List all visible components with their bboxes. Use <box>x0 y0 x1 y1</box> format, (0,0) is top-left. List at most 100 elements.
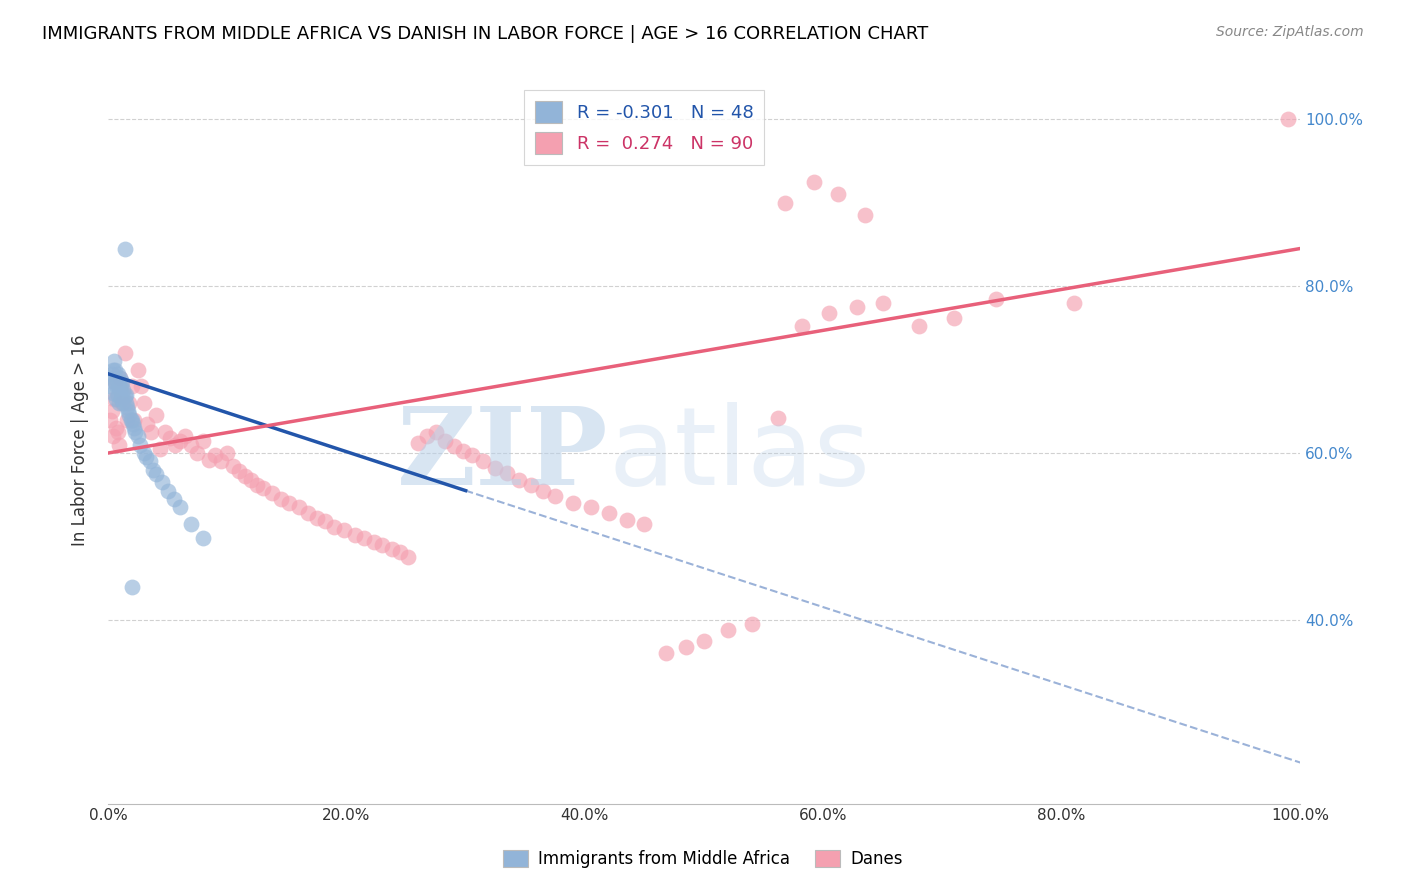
Point <box>118 396 141 410</box>
Point <box>425 425 447 440</box>
Point <box>314 515 336 529</box>
Point <box>114 389 136 403</box>
Point <box>104 375 127 389</box>
Point <box>136 417 159 431</box>
Point <box>101 386 124 401</box>
Point <box>111 375 134 389</box>
Point <box>741 617 763 632</box>
Point <box>132 396 155 410</box>
Point <box>416 429 439 443</box>
Point <box>103 392 125 406</box>
Legend: R = -0.301   N = 48, R =  0.274   N = 90: R = -0.301 N = 48, R = 0.274 N = 90 <box>524 90 765 165</box>
Point <box>233 469 256 483</box>
Point <box>943 310 966 325</box>
Point <box>103 371 125 385</box>
Point <box>100 379 122 393</box>
Point <box>872 295 894 310</box>
Point <box>389 545 412 559</box>
Point <box>110 379 132 393</box>
Point <box>149 442 172 456</box>
Point <box>132 446 155 460</box>
Point <box>101 429 124 443</box>
Point <box>434 434 457 448</box>
Point <box>579 500 602 515</box>
Point <box>1063 295 1085 310</box>
Point <box>790 319 813 334</box>
Point <box>122 417 145 431</box>
Text: Source: ZipAtlas.com: Source: ZipAtlas.com <box>1216 25 1364 39</box>
Point <box>155 425 177 440</box>
Point <box>156 483 179 498</box>
Point <box>381 542 404 557</box>
Point <box>111 387 134 401</box>
Point <box>561 496 583 510</box>
Point <box>139 425 162 440</box>
Point <box>162 491 184 506</box>
Point <box>845 300 868 314</box>
Point <box>484 461 506 475</box>
Point <box>108 371 131 385</box>
Point <box>127 429 149 443</box>
Point <box>598 506 620 520</box>
Point <box>297 506 319 520</box>
Point <box>101 362 124 376</box>
Point <box>150 475 173 490</box>
Point <box>270 491 292 506</box>
Point <box>198 452 221 467</box>
Point <box>107 387 129 401</box>
Point <box>100 412 122 426</box>
Point <box>169 434 191 448</box>
Point <box>343 528 366 542</box>
Point <box>717 623 740 637</box>
Legend: Immigrants from Middle Africa, Danes: Immigrants from Middle Africa, Danes <box>496 843 910 875</box>
Point <box>193 434 215 448</box>
Point <box>773 195 796 210</box>
Point <box>520 477 543 491</box>
Point <box>262 486 284 500</box>
Point <box>120 412 142 426</box>
Point <box>278 496 301 510</box>
Point <box>209 454 232 468</box>
Point <box>105 392 128 406</box>
Point <box>675 640 697 654</box>
Point <box>984 292 1007 306</box>
Point <box>112 384 135 398</box>
Point <box>121 580 143 594</box>
Point <box>100 367 122 381</box>
Point <box>114 346 136 360</box>
Point <box>827 187 849 202</box>
Point <box>766 411 789 425</box>
Point <box>472 454 495 468</box>
Point <box>204 448 226 462</box>
Point <box>127 362 149 376</box>
Y-axis label: In Labor Force | Age > 16: In Labor Force | Age > 16 <box>72 334 89 546</box>
Point <box>616 513 638 527</box>
Point <box>131 379 153 393</box>
Point <box>145 409 167 423</box>
Point <box>114 242 136 256</box>
Point <box>186 446 208 460</box>
Point <box>111 396 134 410</box>
Point <box>108 371 131 385</box>
Point <box>508 473 530 487</box>
Point <box>169 500 191 515</box>
Point <box>228 464 250 478</box>
Point <box>496 466 519 480</box>
Point <box>115 400 138 414</box>
Point <box>655 646 678 660</box>
Point <box>693 633 716 648</box>
Point <box>217 446 239 460</box>
Point <box>115 396 138 410</box>
Point <box>135 450 157 465</box>
Text: ZIP: ZIP <box>396 402 609 508</box>
Point <box>323 519 346 533</box>
Point <box>122 412 145 426</box>
Point <box>138 454 160 468</box>
Point <box>118 409 141 423</box>
Point <box>117 404 139 418</box>
Point <box>107 438 129 452</box>
Point <box>252 481 274 495</box>
Point <box>104 362 127 376</box>
Point <box>633 516 655 531</box>
Point <box>107 396 129 410</box>
